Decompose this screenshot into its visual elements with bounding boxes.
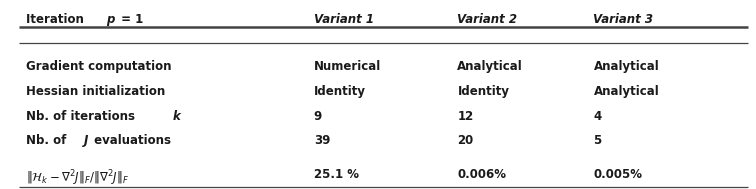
Text: Iteration: Iteration — [26, 13, 88, 26]
Text: Analytical: Analytical — [593, 85, 659, 98]
Text: k: k — [172, 110, 180, 123]
Text: = 1: = 1 — [117, 13, 144, 26]
Text: 20: 20 — [457, 134, 473, 147]
Text: p: p — [107, 13, 115, 26]
Text: Identity: Identity — [314, 85, 366, 98]
Text: Variant 2: Variant 2 — [457, 13, 517, 26]
Text: 9: 9 — [314, 110, 322, 123]
Text: J: J — [84, 134, 88, 147]
Text: Identity: Identity — [457, 85, 510, 98]
Text: 5: 5 — [593, 134, 602, 147]
Text: Variant 3: Variant 3 — [593, 13, 653, 26]
Text: Gradient computation: Gradient computation — [26, 60, 172, 74]
Text: Numerical: Numerical — [314, 60, 381, 74]
Text: Analytical: Analytical — [457, 60, 523, 74]
Text: Variant 1: Variant 1 — [314, 13, 373, 26]
Text: Nb. of: Nb. of — [26, 134, 71, 147]
Text: $\|\mathcal{H}_k - \nabla^2 J\|_F/\|\nabla^2 J\|_F$: $\|\mathcal{H}_k - \nabla^2 J\|_F/\|\nab… — [26, 168, 129, 188]
Text: 25.1 %: 25.1 % — [314, 168, 359, 181]
Text: 0.005%: 0.005% — [593, 168, 643, 181]
Text: Hessian initialization: Hessian initialization — [26, 85, 166, 98]
Text: evaluations: evaluations — [89, 134, 171, 147]
Text: 39: 39 — [314, 134, 330, 147]
Text: Nb. of iterations: Nb. of iterations — [26, 110, 140, 123]
Text: 0.006%: 0.006% — [457, 168, 507, 181]
Text: 12: 12 — [457, 110, 473, 123]
Text: 4: 4 — [593, 110, 602, 123]
Text: Analytical: Analytical — [593, 60, 659, 74]
